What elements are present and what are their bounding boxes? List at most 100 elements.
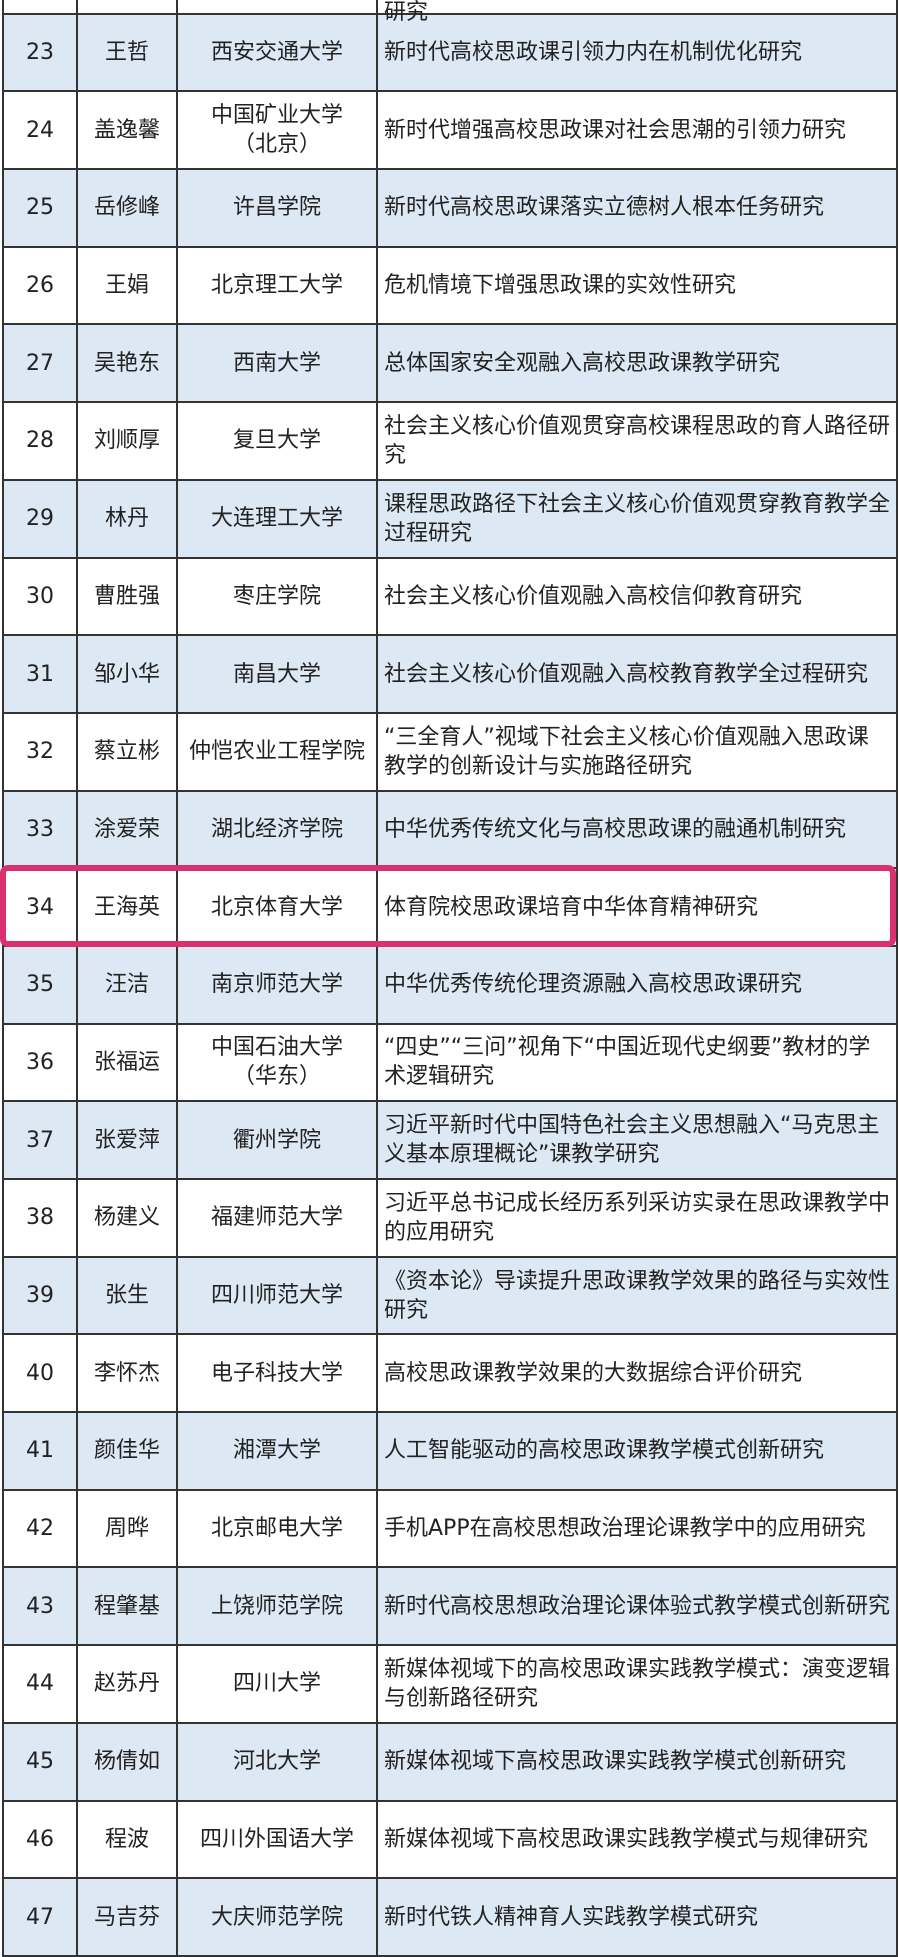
cell-name: 杨建义 bbox=[76, 1180, 176, 1256]
cell-no: 41 bbox=[2, 1413, 76, 1489]
cell-school: 衢州学院 bbox=[176, 1102, 376, 1178]
cell-topic: 新媒体视域下高校思政课实践教学模式与规律研究 bbox=[376, 1801, 898, 1878]
cell-name: 刘顺厚 bbox=[76, 403, 176, 479]
table-row: 32 蔡立彬 仲恺农业工程学院 “三全育人”视域下社会主义核心价值观融入思政课教学的创… bbox=[2, 713, 898, 792]
cell-school: 湖北经济学院 bbox=[176, 791, 376, 868]
cell-no: 33 bbox=[2, 791, 76, 868]
table-row: 43 程肇基 上饶师范学院 新时代高校思想政治理论课体验式教学模式创新研究 bbox=[2, 1568, 898, 1647]
cell-topic: 新媒体视域下的高校思政课实践教学模式：演变逻辑与创新路径研究 bbox=[376, 1646, 898, 1722]
cell-topic: 中华优秀传统文化与高校思政课的融通机制研究 bbox=[376, 791, 898, 868]
table-row: 26 王娟 北京理工大学 危机情境下增强思政课的实效性研究 bbox=[2, 247, 898, 326]
cell-no: 38 bbox=[2, 1180, 76, 1256]
cell-topic: “三全育人”视域下社会主义核心价值观融入思政课教学的创新设计与实施路径研究 bbox=[376, 713, 898, 790]
cell-no: 34 bbox=[2, 869, 76, 945]
table-row: 45 杨倩如 河北大学 新媒体视域下高校思政课实践教学模式创新研究 bbox=[2, 1723, 898, 1802]
cell-school: 河北大学 bbox=[176, 1723, 376, 1800]
cell-topic: 手机APP在高校思想政治理论课教学中的应用研究 bbox=[376, 1490, 898, 1567]
cell-school: 大连理工大学 bbox=[176, 480, 376, 557]
cell-school: 大庆师范学院 bbox=[176, 1879, 376, 1955]
cell-name: 赵苏丹 bbox=[76, 1646, 176, 1722]
cell-topic: 高校思政课教学效果的大数据综合评价研究 bbox=[376, 1335, 898, 1412]
cell-name: 马吉芬 bbox=[76, 1879, 176, 1955]
table-row: 38 杨建义 福建师范大学 习近平总书记成长经历系列采访实录在思政课教学中的应用研究 bbox=[2, 1180, 898, 1258]
cell-topic: 危机情境下增强思政课的实效性研究 bbox=[376, 247, 898, 324]
cell-school: 北京理工大学 bbox=[176, 247, 376, 324]
table-row: 23 王哲 西安交通大学 新时代高校思政课引领力内在机制优化研究 bbox=[2, 14, 898, 93]
cell-no: 44 bbox=[2, 1646, 76, 1722]
cell-topic: 人工智能驱动的高校思政课教学模式创新研究 bbox=[376, 1413, 898, 1489]
cell-no: 32 bbox=[2, 713, 76, 790]
cell-name: 程肇基 bbox=[76, 1568, 176, 1645]
cell-school: 北京邮电大学 bbox=[176, 1490, 376, 1567]
cell-no: 27 bbox=[2, 325, 76, 402]
cell-no: 26 bbox=[2, 247, 76, 324]
cell-name: 程波 bbox=[76, 1801, 176, 1878]
cell-name: 岳修峰 bbox=[76, 170, 176, 246]
cell-topic: 习近平总书记成长经历系列采访实录在思政课教学中的应用研究 bbox=[376, 1180, 898, 1256]
cell-topic: 中华优秀传统伦理资源融入高校思政课研究 bbox=[376, 946, 898, 1023]
cell-name: 林丹 bbox=[76, 480, 176, 557]
cell-name: 蔡立彬 bbox=[76, 713, 176, 790]
cell-school: 湘潭大学 bbox=[176, 1413, 376, 1489]
cell-topic: 总体国家安全观融入高校思政课教学研究 bbox=[376, 325, 898, 402]
cell-no: 40 bbox=[2, 1335, 76, 1412]
cell-no: 36 bbox=[2, 1024, 76, 1101]
cell-name: 周晔 bbox=[76, 1490, 176, 1567]
cell-no: 35 bbox=[2, 946, 76, 1023]
cell-no: 23 bbox=[2, 14, 76, 91]
cell-no: 43 bbox=[2, 1568, 76, 1645]
cell-topic: 新时代增强高校思政课对社会思潮的引领力研究 bbox=[376, 92, 898, 169]
cell-no: 46 bbox=[2, 1801, 76, 1878]
cell-name: 涂爱荣 bbox=[76, 791, 176, 868]
table-row: 27 吴艳东 西南大学 总体国家安全观融入高校思政课教学研究 bbox=[2, 325, 898, 404]
cell-no: 31 bbox=[2, 636, 76, 712]
cell-school: 中国石油大学（华东） bbox=[176, 1024, 376, 1101]
cell-no: 25 bbox=[2, 170, 76, 246]
cell-name: 吴艳东 bbox=[76, 325, 176, 402]
table-row: 36 张福运 中国石油大学（华东） “四史”“三问”视角下“中国近现代史纲要”教材的学… bbox=[2, 1024, 898, 1103]
cell-no: 39 bbox=[2, 1257, 76, 1334]
cell-name: 杨倩如 bbox=[76, 1723, 176, 1800]
cell-no: 42 bbox=[2, 1490, 76, 1567]
table-row: 30 曹胜强 枣庄学院 社会主义核心价值观融入高校信仰教育研究 bbox=[2, 558, 898, 637]
cell-name: 盖逸馨 bbox=[76, 92, 176, 169]
table-row: 29 林丹 大连理工大学 课程思政路径下社会主义核心价值观贯穿教育教学全过程研究 bbox=[2, 480, 898, 559]
cell-school: 福建师范大学 bbox=[176, 1180, 376, 1256]
cell-topic: 社会主义核心价值观贯穿高校课程思政的育人路径研究 bbox=[376, 403, 898, 479]
cell-name: 张生 bbox=[76, 1257, 176, 1334]
cell-school bbox=[176, 0, 376, 13]
table-row: 41 颜佳华 湘潭大学 人工智能驱动的高校思政课教学模式创新研究 bbox=[2, 1413, 898, 1491]
cell-name: 颜佳华 bbox=[76, 1413, 176, 1489]
cell-name: 曹胜强 bbox=[76, 558, 176, 635]
table-row: 31 邹小华 南昌大学 社会主义核心价值观融入高校教育教学全过程研究 bbox=[2, 636, 898, 714]
cell-school: 许昌学院 bbox=[176, 170, 376, 246]
cell-topic: 研究 bbox=[376, 0, 898, 25]
cell-topic: 课程思政路径下社会主义核心价值观贯穿教育教学全过程研究 bbox=[376, 480, 898, 557]
table-row: 34 王海英 北京体育大学 体育院校思政课培育中华体育精神研究 bbox=[2, 869, 898, 947]
cell-topic: 社会主义核心价值观融入高校信仰教育研究 bbox=[376, 558, 898, 635]
cell-no bbox=[2, 0, 76, 13]
cell-school: 上饶师范学院 bbox=[176, 1568, 376, 1645]
cell-name: 张爱萍 bbox=[76, 1102, 176, 1178]
cell-topic: 社会主义核心价值观融入高校教育教学全过程研究 bbox=[376, 636, 898, 712]
cell-no: 37 bbox=[2, 1102, 76, 1178]
cell-school: 四川大学 bbox=[176, 1646, 376, 1722]
cell-school: 仲恺农业工程学院 bbox=[176, 713, 376, 790]
table-row: 40 李怀杰 电子科技大学 高校思政课教学效果的大数据综合评价研究 bbox=[2, 1335, 898, 1414]
cell-topic: 习近平新时代中国特色社会主义思想融入“马克思主义基本原理概论”课教学研究 bbox=[376, 1102, 898, 1178]
cell-school: 电子科技大学 bbox=[176, 1335, 376, 1412]
cell-school: 四川师范大学 bbox=[176, 1257, 376, 1334]
table-row: 28 刘顺厚 复旦大学 社会主义核心价值观贯穿高校课程思政的育人路径研究 bbox=[2, 403, 898, 481]
cell-name: 邹小华 bbox=[76, 636, 176, 712]
table-row: 47 马吉芬 大庆师范学院 新时代铁人精神育人实践教学模式研究 bbox=[2, 1879, 898, 1957]
cell-topic: 《资本论》导读提升思政课教学效果的路径与实效性研究 bbox=[376, 1257, 898, 1334]
cell-school: 北京体育大学 bbox=[176, 869, 376, 945]
table-row: 46 程波 四川外国语大学 新媒体视域下高校思政课实践教学模式与规律研究 bbox=[2, 1801, 898, 1880]
cell-no: 47 bbox=[2, 1879, 76, 1955]
table-row: 39 张生 四川师范大学 《资本论》导读提升思政课教学效果的路径与实效性研究 bbox=[2, 1257, 898, 1336]
cell-school: 西安交通大学 bbox=[176, 14, 376, 91]
table-row: 25 岳修峰 许昌学院 新时代高校思政课落实立德树人根本任务研究 bbox=[2, 170, 898, 248]
cell-no: 45 bbox=[2, 1723, 76, 1800]
cell-topic: “四史”“三问”视角下“中国近现代史纲要”教材的学术逻辑研究 bbox=[376, 1024, 898, 1101]
